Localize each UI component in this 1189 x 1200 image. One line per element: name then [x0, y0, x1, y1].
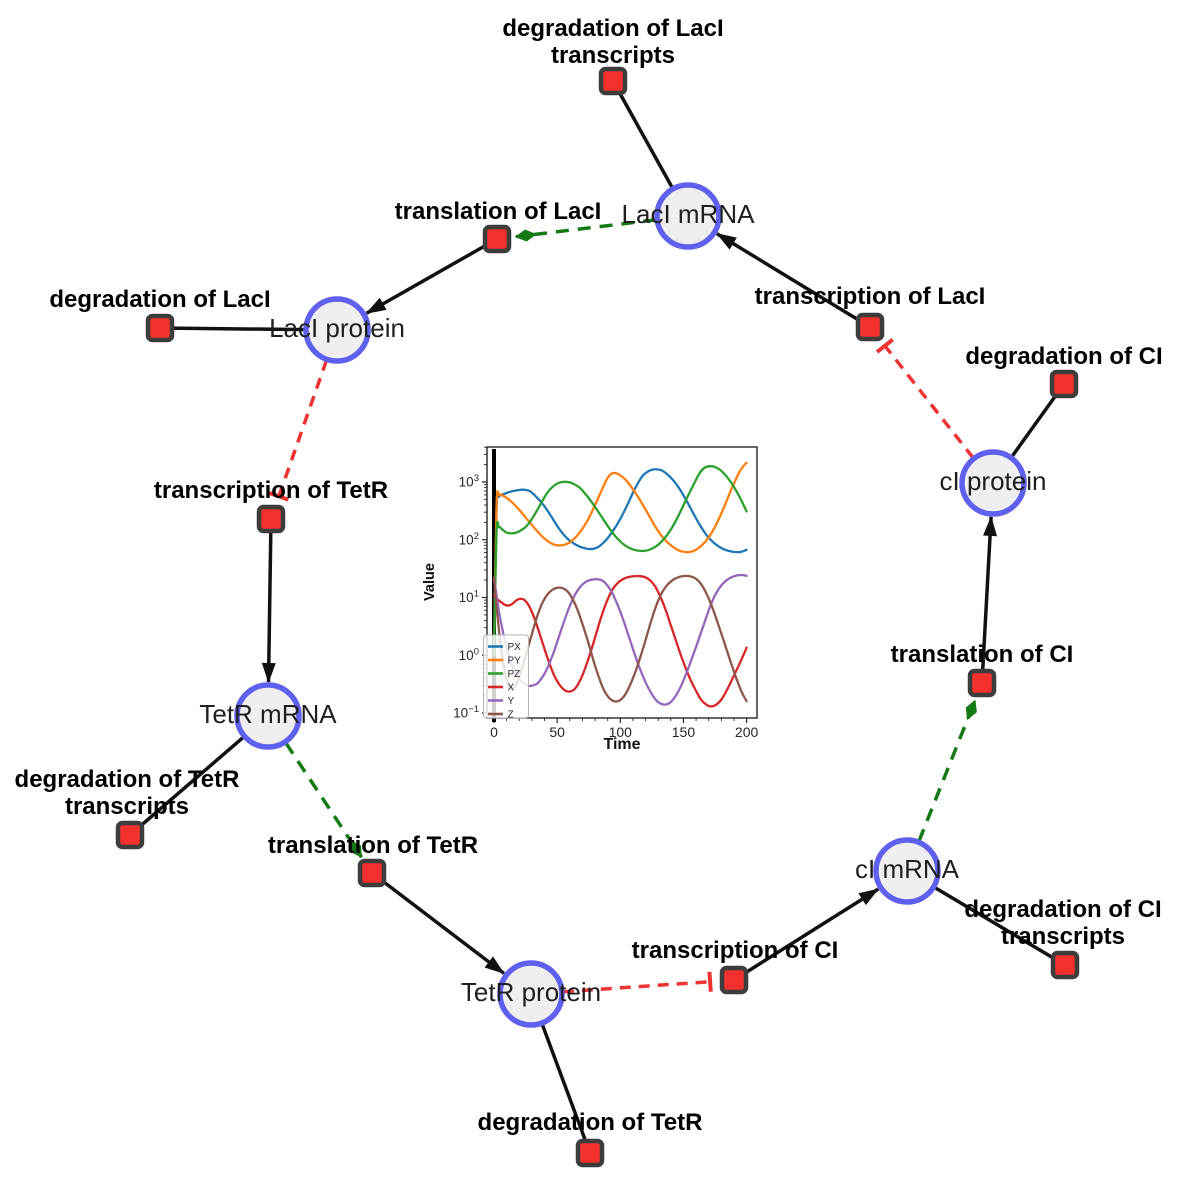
chart-legend: PX PY PZ XYZ: [483, 634, 529, 721]
species-node-tetr-protein: [497, 960, 565, 1028]
svg-text:0: 0: [490, 724, 498, 740]
reaction-node-deg-tetr: [575, 1138, 605, 1168]
edge-inhibition-tetr-protein-to-transcription-ci: [562, 971, 713, 994]
chart-series-Y: [492, 573, 748, 706]
reaction-label-deg-tetr-transcripts: degradation of TetR transcripts: [15, 766, 240, 820]
chart-series-PY: [492, 461, 748, 657]
species-node-laci-mrna: [654, 182, 722, 250]
edge-product-translation-tetr-to-tetr-protein: [370, 871, 505, 975]
species-node-tetr-mrna: [234, 682, 302, 750]
svg-text:101: 101: [459, 589, 479, 606]
svg-text:100: 100: [459, 646, 479, 663]
chart-series-PX: [492, 468, 748, 657]
species-label-laci-mrna: LacI mRNA: [622, 199, 756, 229]
reaction-label-transcription-laci: transcription of LacI: [755, 283, 986, 310]
edge-modifier-laci-mrna-to-translation-laci: [514, 218, 657, 242]
svg-text:103: 103: [459, 473, 479, 490]
reaction-node-translation-tetr: [357, 858, 387, 888]
svg-text:10−1: 10−1: [453, 704, 479, 721]
svg-text:50: 50: [549, 724, 565, 740]
edge-product-translation-laci-to-laci-protein: [365, 237, 498, 315]
reaction-node-translation-laci: [482, 224, 512, 254]
svg-text:150: 150: [672, 724, 696, 740]
chart-tick-labels: 0 50 100 150 200 103 102 101 100 10−1: [453, 473, 758, 740]
reaction-node-deg-laci: [145, 313, 175, 343]
network-nodes: [115, 66, 1080, 1168]
edge-modifier-tetr-mrna-to-translation-tetr: [284, 741, 363, 859]
legend-label-Z: Z: [508, 710, 514, 721]
chart-series-X: [492, 574, 748, 708]
species-label-tetr-protein: TetR protein: [461, 977, 601, 1007]
reaction-label-deg-tetr: degradation of TetR: [478, 1109, 703, 1136]
legend-label-PY: PY: [508, 656, 522, 667]
species-node-laci-protein: [303, 296, 371, 364]
reaction-label-translation-laci: translation of LacI: [395, 198, 602, 225]
reaction-label-deg-laci: degradation of LacI: [49, 286, 270, 313]
edge-inhibition-laci-protein-to-transcription-tetr: [268, 359, 329, 502]
legend-label-X: X: [508, 683, 515, 694]
chart-y-axis-label: Value: [422, 563, 438, 601]
reaction-node-deg-ci: [1049, 369, 1079, 399]
species-label-laci-protein: LacI protein: [269, 313, 405, 343]
species-node-ci-mrna: [873, 837, 941, 905]
network-edges: [128, 80, 1066, 1154]
edge-inhibition-ci-protein-to-transcription-laci: [875, 338, 975, 459]
reaction-label-translation-ci: translation of CI: [891, 641, 1074, 668]
species-label-ci-mrna: cI mRNA: [855, 854, 960, 884]
reaction-node-transcription-ci: [719, 965, 749, 995]
chart-x-axis-label: Time: [603, 736, 640, 753]
reaction-node-transcription-laci: [855, 312, 885, 342]
network-labels: degradation of LacI transcripts translatio…: [15, 15, 1163, 1136]
reaction-node-deg-tetr-transcripts: [115, 820, 145, 850]
edge-product-translation-ci-to-ci-protein: [980, 515, 998, 684]
chart-series-PZ: [492, 465, 748, 657]
reaction-label-deg-laci-transcripts: degradation of LacI transcripts: [502, 15, 723, 69]
legend-label-Y: Y: [508, 696, 515, 707]
svg-text:100: 100: [609, 724, 633, 740]
reaction-node-translation-ci: [967, 668, 997, 698]
reaction-node-deg-ci-transcripts: [1050, 950, 1080, 980]
svg-text:200: 200: [735, 724, 759, 740]
edge-product-transcription-laci-to-laci-mrna: [716, 232, 871, 329]
edge-product-transcription-ci-to-ci-mrna: [733, 887, 880, 982]
species-node-ci-protein: [959, 449, 1027, 517]
reaction-label-deg-ci: degradation of CI: [965, 343, 1162, 370]
chart-spines: [486, 446, 758, 719]
reaction-label-transcription-ci: transcription of CI: [632, 937, 839, 964]
inset-chart: 0 50 100 150 20010310210110010−1TimeValuePXP…: [422, 446, 758, 753]
reaction-node-deg-laci-transcripts: [598, 66, 628, 96]
species-label-ci-protein: cI protein: [940, 466, 1047, 496]
legend-label-PX: PX: [508, 642, 522, 653]
svg-text:102: 102: [459, 531, 479, 548]
reaction-node-transcription-tetr: [256, 504, 286, 534]
reaction-label-translation-tetr: translation of TetR: [268, 832, 478, 859]
reaction-label-deg-ci-transcripts: degradation of CI transcripts: [964, 896, 1161, 950]
edge-product-transcription-tetr-to-tetr-mrna: [261, 518, 276, 683]
edge-modifier-ci-mrna-to-translation-ci: [917, 699, 977, 842]
chart-legend-box: [483, 634, 529, 719]
species-label-tetr-mrna: TetR mRNA: [199, 699, 337, 729]
legend-label-PZ: PZ: [508, 669, 521, 680]
reaction-label-transcription-tetr: transcription of TetR: [154, 477, 388, 504]
